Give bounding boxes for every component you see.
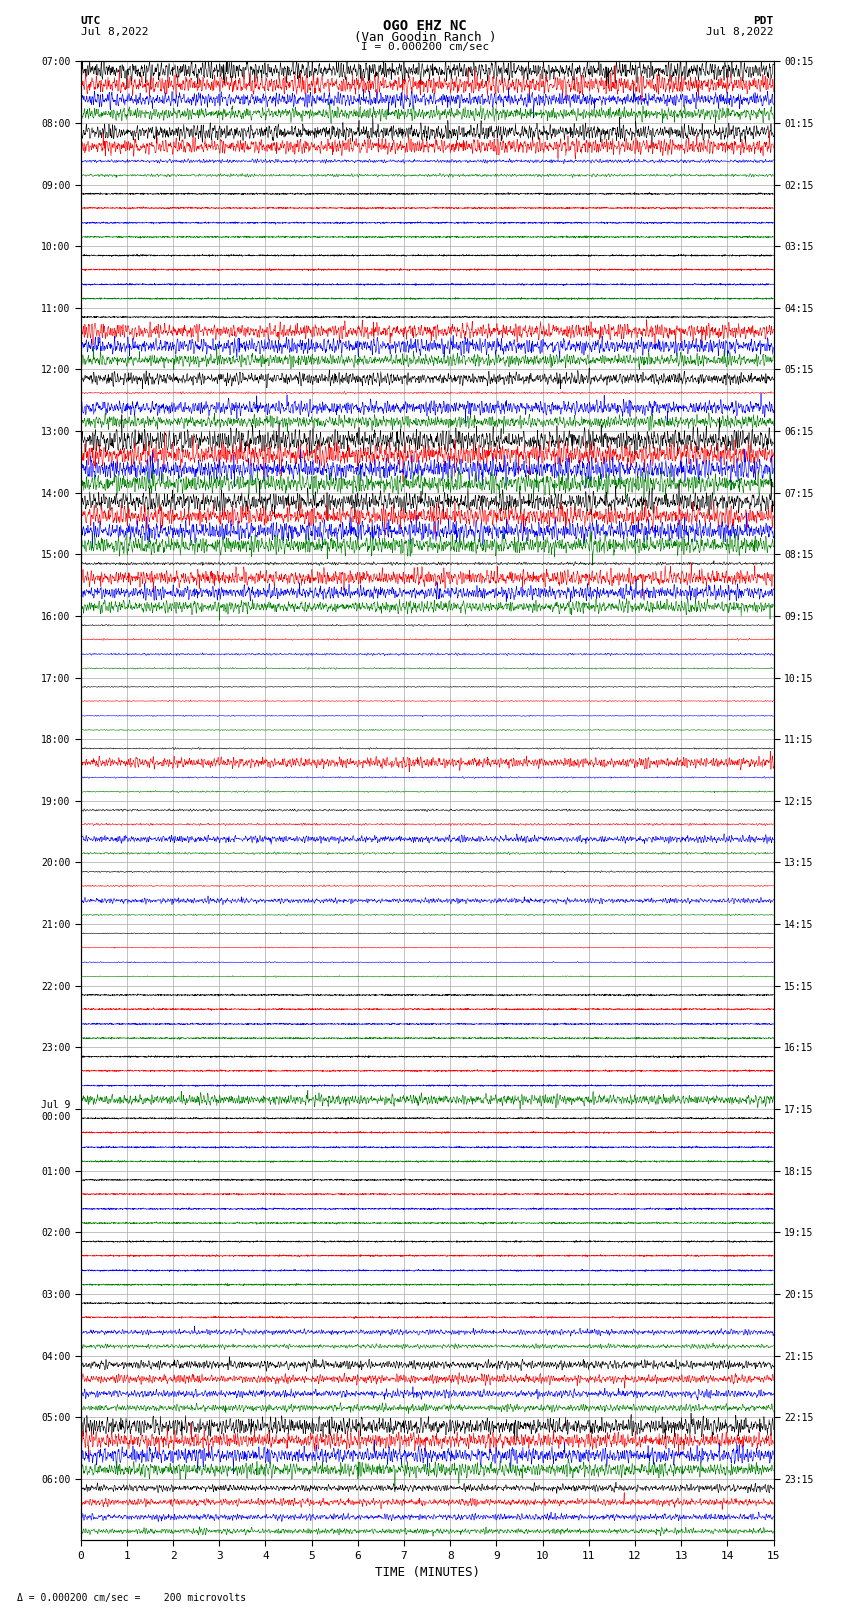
X-axis label: TIME (MINUTES): TIME (MINUTES) (375, 1566, 479, 1579)
Text: OGO EHZ NC: OGO EHZ NC (383, 19, 467, 34)
Text: PDT: PDT (753, 16, 774, 26)
Text: Jul 8,2022: Jul 8,2022 (706, 27, 774, 37)
Text: Jul 8,2022: Jul 8,2022 (81, 27, 148, 37)
Text: I = 0.000200 cm/sec: I = 0.000200 cm/sec (361, 42, 489, 52)
Text: UTC: UTC (81, 16, 101, 26)
Text: Δ = 0.000200 cm/sec =    200 microvolts: Δ = 0.000200 cm/sec = 200 microvolts (17, 1594, 246, 1603)
Text: (Van Goodin Ranch ): (Van Goodin Ranch ) (354, 31, 496, 44)
